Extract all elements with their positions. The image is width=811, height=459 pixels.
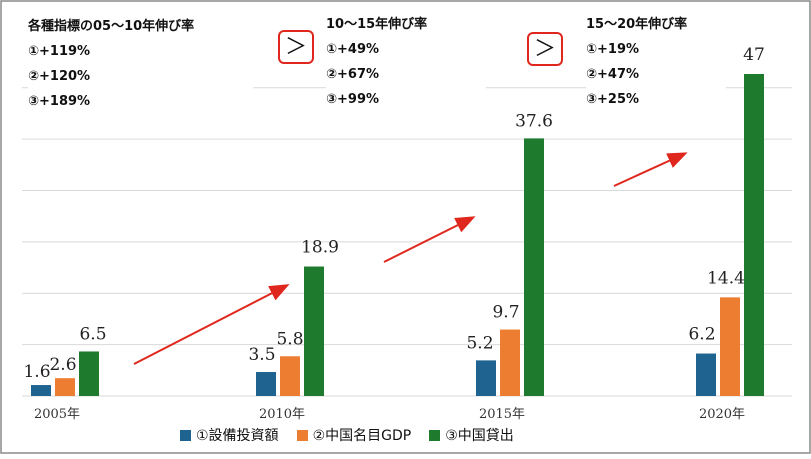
trend-arrow (133, 284, 290, 365)
data-label: 9.7 (492, 303, 519, 323)
bar (55, 378, 75, 396)
data-label: 2.6 (49, 355, 76, 375)
greater-than-marker: ＞ (527, 32, 563, 66)
legend-label: ②中国名目GDP (312, 428, 412, 444)
growth-note-line: ②+120% (28, 69, 91, 84)
legend-label: ③中国貸出 (445, 428, 514, 444)
bar (744, 74, 764, 396)
x-tick-label: 2010年 (259, 407, 305, 422)
data-label: 3.5 (248, 345, 275, 365)
growth-note-2010-2015: 10～15年伸び率 ①+49% ②+67% ③+99% (326, 12, 486, 112)
data-label: 47 (743, 45, 765, 65)
bar (280, 356, 300, 396)
growth-note-line: ①+19% (586, 42, 640, 57)
growth-note-2005-2010: 各種指標の05～10年伸び率 ①+119% ②+120% ③+189% (28, 14, 253, 114)
growth-note-line: ①+49% (326, 42, 380, 57)
growth-note-line: ②+47% (586, 67, 640, 82)
data-label: 18.9 (301, 238, 339, 258)
growth-note-title: 15～20年伸び率 (586, 17, 688, 32)
legend-item: ②中国名目GDP (296, 425, 412, 445)
legend-label: ①設備投資額 (196, 428, 279, 444)
trend-arrow (383, 216, 476, 263)
growth-note-line: ③+99% (326, 92, 380, 107)
data-label: 14.4 (707, 268, 745, 288)
legend-item: ①設備投資額 (180, 425, 279, 445)
legend-item: ③中国貸出 (429, 425, 514, 445)
growth-note-line: ②+67% (326, 67, 380, 82)
growth-note-line: ③+25% (586, 92, 640, 107)
bar (256, 372, 276, 396)
x-tick-label: 2015年 (479, 407, 525, 422)
bar (524, 138, 544, 396)
growth-note-line: ③+189% (28, 94, 91, 109)
growth-note-title: 各種指標の05～10年伸び率 (28, 19, 195, 34)
data-label: 1.6 (23, 362, 50, 382)
growth-note-2015-2020: 15～20年伸び率 ①+19% ②+47% ③+25% (586, 12, 726, 112)
bar (500, 329, 520, 396)
x-tick-label: 2005年 (34, 407, 80, 422)
legend-swatch (296, 429, 308, 441)
data-label: 5.8 (276, 329, 303, 349)
growth-note-title: 10～15年伸び率 (326, 17, 428, 32)
data-label: 37.6 (515, 111, 553, 131)
trend-arrow (613, 152, 688, 187)
bar (31, 385, 51, 396)
legend-swatch (180, 429, 191, 441)
data-label: 6.5 (79, 324, 106, 344)
growth-note-line: ①+119% (28, 44, 91, 59)
x-tick-label: 2020年 (699, 407, 745, 422)
legend-swatch (429, 429, 441, 441)
chart-legend: ①設備投資額 ②中国名目GDP ③中国貸出 (180, 425, 514, 445)
bar (476, 360, 496, 396)
bar (79, 351, 99, 396)
bar (696, 353, 716, 396)
data-label: 6.2 (688, 325, 715, 345)
bar (304, 266, 324, 396)
bar (720, 297, 740, 396)
data-label: 5.2 (466, 333, 493, 353)
greater-than-marker: ＞ (278, 30, 314, 64)
